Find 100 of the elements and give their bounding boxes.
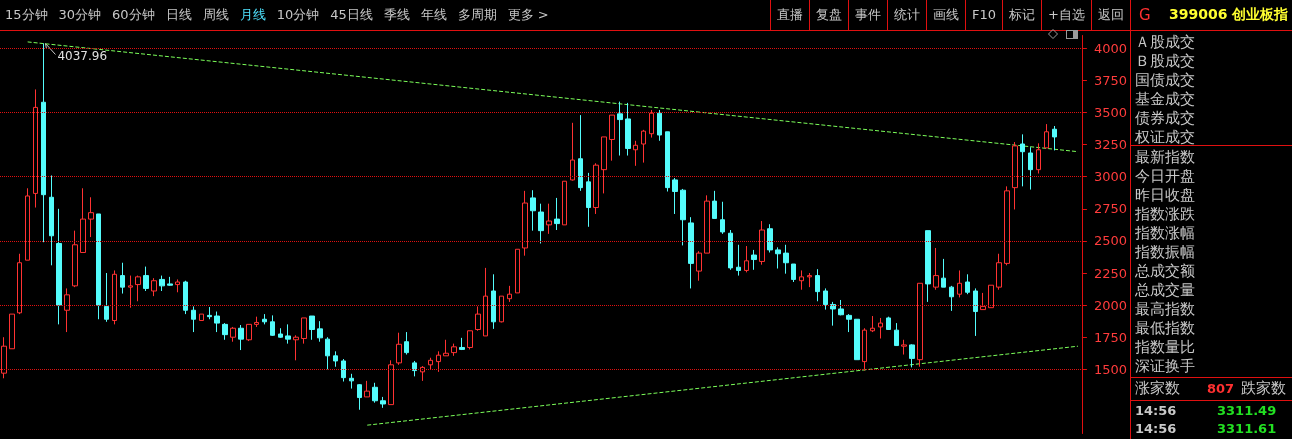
candlestick bbox=[751, 249, 757, 271]
candlestick bbox=[996, 253, 1002, 291]
candlestick bbox=[207, 306, 212, 320]
candlestick bbox=[254, 316, 259, 328]
text: 807 bbox=[1207, 381, 1235, 396]
candlestick bbox=[775, 246, 781, 270]
text: 直播 bbox=[770, 0, 810, 31]
candlestick bbox=[135, 275, 141, 302]
text: 45日线 bbox=[330, 6, 373, 24]
text: 涨家数 bbox=[1134, 379, 1180, 398]
text: F10 bbox=[965, 0, 1003, 31]
y-tick-label: 3500 bbox=[1093, 105, 1128, 121]
y-tick-label: 2750 bbox=[1093, 201, 1128, 217]
candlestick bbox=[807, 272, 812, 288]
candlestick bbox=[909, 343, 915, 368]
candlestick bbox=[262, 313, 267, 325]
text: 今日开盘 bbox=[1134, 167, 1196, 186]
text: G bbox=[1138, 6, 1152, 24]
candlestick bbox=[988, 284, 994, 309]
candlestick bbox=[159, 275, 165, 292]
candlestick bbox=[507, 285, 512, 303]
candlestick bbox=[633, 140, 638, 167]
candlestick bbox=[562, 180, 567, 226]
candlestick bbox=[412, 360, 417, 377]
candlestick bbox=[483, 267, 488, 337]
candlestick bbox=[349, 373, 354, 390]
candlestick bbox=[759, 220, 765, 266]
candlestick bbox=[530, 189, 536, 232]
text: 月线 bbox=[239, 6, 266, 24]
candlestick bbox=[214, 311, 220, 333]
candlestick bbox=[475, 305, 481, 332]
text: 周线 bbox=[202, 6, 229, 24]
text: 最新指数 bbox=[1134, 148, 1196, 167]
text: 更多 > bbox=[507, 6, 549, 24]
text: 多周期 bbox=[457, 6, 497, 24]
candlestick bbox=[9, 313, 15, 350]
text: 最低指数 bbox=[1134, 319, 1196, 338]
text: 日线 bbox=[165, 6, 192, 24]
candlestick bbox=[41, 42, 46, 243]
candlestick bbox=[451, 343, 457, 357]
candlestick bbox=[80, 187, 86, 253]
candlestick bbox=[278, 327, 283, 339]
candlestick bbox=[933, 247, 939, 291]
candlestick bbox=[443, 339, 449, 357]
candlestick bbox=[696, 250, 702, 282]
text: 3311.61 bbox=[1217, 421, 1277, 436]
text: 3311.49 bbox=[1217, 403, 1277, 418]
y-tick-label: 3250 bbox=[1093, 137, 1128, 153]
text: 国债成交 bbox=[1134, 71, 1196, 90]
candlestick bbox=[862, 327, 867, 372]
candlestick bbox=[128, 275, 133, 309]
candlestick bbox=[341, 358, 346, 382]
candlestick bbox=[712, 190, 717, 219]
text: 最高指数 bbox=[1134, 300, 1196, 319]
candlestick bbox=[459, 337, 465, 351]
candlestick bbox=[815, 268, 820, 302]
candlestick bbox=[838, 299, 844, 316]
candlestick bbox=[96, 213, 101, 320]
candlestick bbox=[617, 101, 623, 157]
text: 基金成交 bbox=[1134, 90, 1196, 109]
candlestick bbox=[586, 172, 591, 228]
candlestick bbox=[143, 266, 149, 292]
candlestick bbox=[736, 244, 741, 277]
candlestick bbox=[728, 229, 733, 271]
text: 跌家数 bbox=[1241, 379, 1286, 398]
annotation: 4037.96 bbox=[57, 49, 108, 64]
candlestick bbox=[1, 336, 7, 379]
candlestick bbox=[285, 323, 291, 345]
candlestick bbox=[515, 248, 520, 294]
candlestick bbox=[767, 223, 773, 253]
candlestick bbox=[641, 129, 646, 164]
text: 30分钟 bbox=[58, 6, 102, 24]
text: 15分钟 bbox=[5, 6, 48, 24]
candlestick bbox=[499, 295, 504, 323]
candlestick bbox=[222, 322, 228, 341]
text: 季线 bbox=[383, 6, 410, 24]
candlestick bbox=[1012, 141, 1018, 210]
text: 权证成交 bbox=[1134, 128, 1196, 147]
candlestick bbox=[420, 365, 425, 382]
candlestick bbox=[230, 326, 236, 343]
candlestick bbox=[680, 188, 686, 246]
text: 399006 创业板指 bbox=[1169, 6, 1289, 24]
text: 年线 bbox=[420, 6, 447, 24]
candlestick bbox=[830, 301, 836, 327]
y-tick-label: 1500 bbox=[1093, 361, 1128, 377]
y-tick-label: 3000 bbox=[1093, 169, 1128, 185]
text: 指数涨跌 bbox=[1134, 205, 1196, 224]
candlestick bbox=[593, 162, 599, 215]
candlestick bbox=[609, 114, 615, 162]
candlestick bbox=[799, 269, 804, 291]
text: 昨日收盘 bbox=[1134, 186, 1196, 205]
candlestick bbox=[570, 122, 575, 182]
text: 画线 bbox=[926, 0, 966, 31]
candlestick bbox=[317, 320, 323, 343]
candlestick bbox=[191, 305, 196, 333]
candlestick bbox=[72, 230, 78, 288]
candlestick bbox=[688, 216, 694, 289]
candlestick bbox=[870, 315, 875, 333]
text: 指数涨幅 bbox=[1134, 224, 1196, 243]
candlestick bbox=[183, 280, 188, 315]
